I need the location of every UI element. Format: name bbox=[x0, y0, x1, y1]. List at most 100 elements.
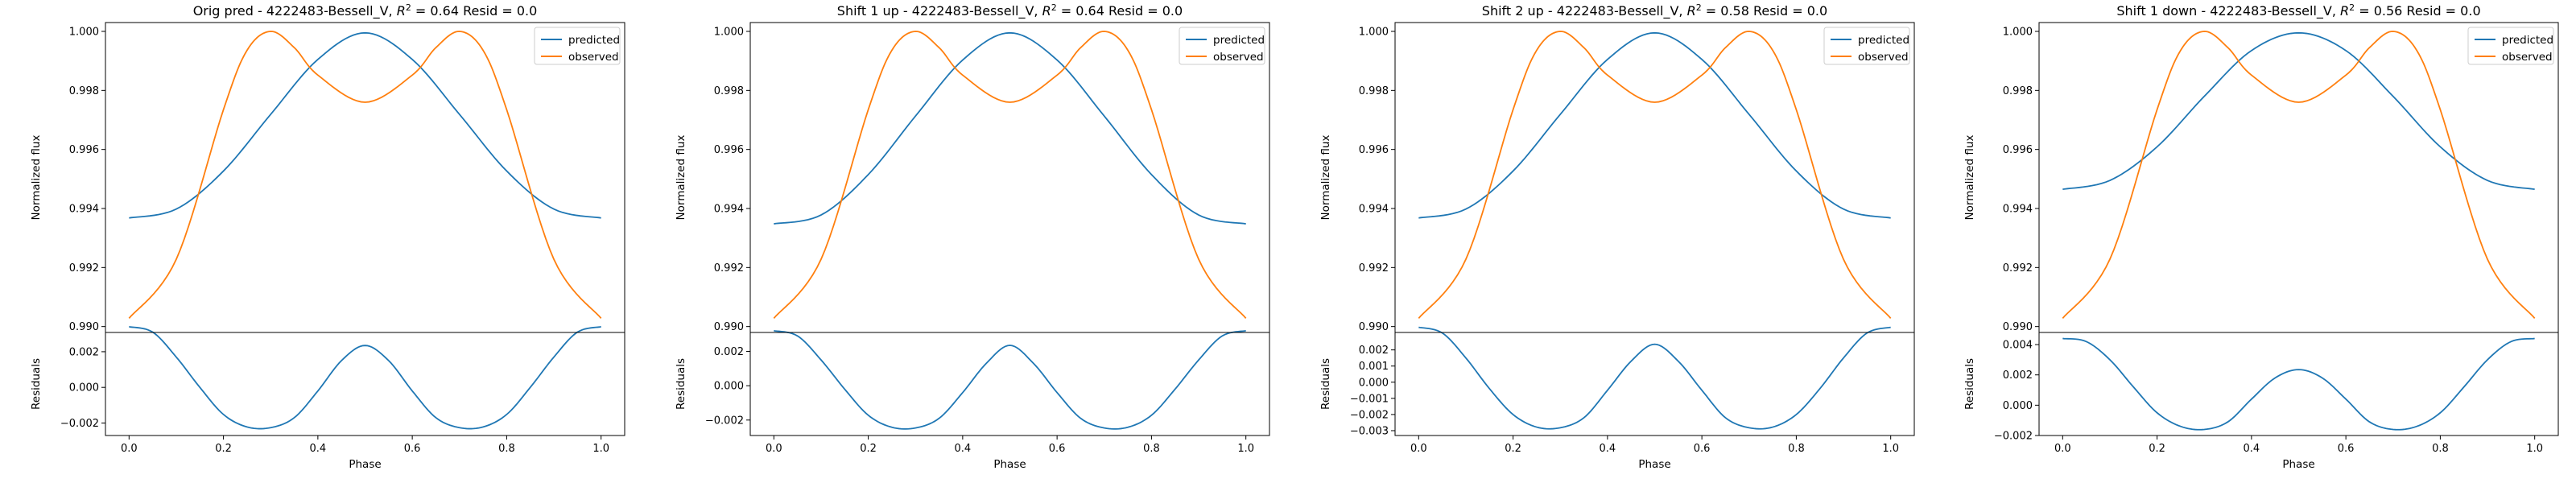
legend-label-observed: observed bbox=[1213, 51, 1264, 64]
title-r2-eq: = bbox=[1057, 3, 1076, 19]
flux-axes: 0.990 0.992 0.994 0.996 0.998 1.000 Normalized… bbox=[675, 22, 1270, 333]
y-tick-label: 0.996 bbox=[714, 144, 744, 156]
x-tick-label: 0.0 bbox=[2054, 443, 2071, 455]
x-tick-label: 0.2 bbox=[2149, 443, 2165, 455]
y-tick-label: 0.002 bbox=[69, 346, 99, 358]
x-tick-label: 1.0 bbox=[1882, 443, 1899, 455]
y-axis-label: Residuals bbox=[675, 358, 687, 410]
y-tick-label: 0.000 bbox=[69, 382, 99, 394]
subplot-2: Shift 1 up - 4222483-Bessell_V, R2 = 0.6… bbox=[675, 2, 1270, 471]
x-tick-label: 0.4 bbox=[955, 443, 972, 455]
y-tick-label: 0.001 bbox=[1359, 361, 1389, 373]
title-r-symbol: R bbox=[397, 3, 406, 19]
x-tick-label: 0.4 bbox=[1600, 443, 1616, 455]
y-tick-label: −0.002 bbox=[1994, 431, 2033, 443]
y-tick-label: 1.000 bbox=[1359, 27, 1389, 39]
y-tick-label: 0.996 bbox=[1359, 144, 1389, 156]
x-tick-label: 1.0 bbox=[1237, 443, 1254, 455]
title-r2-value: 0.64 bbox=[1075, 3, 1104, 19]
legend-box bbox=[2467, 27, 2554, 65]
x-tick-label: 1.0 bbox=[2526, 443, 2543, 455]
legend-box bbox=[1179, 27, 1265, 65]
flux-axes-frame bbox=[749, 22, 1270, 333]
legend-label-observed: observed bbox=[1858, 51, 1909, 64]
title-r-symbol: R bbox=[2340, 3, 2349, 19]
y-axis-label: Normalized flux bbox=[675, 135, 687, 221]
title-r-exponent: 2 bbox=[1696, 2, 1702, 13]
x-axis-label: Phase bbox=[349, 458, 381, 471]
y-axis-label: Normalized flux bbox=[1319, 135, 1332, 221]
title-prefix: Shift 1 up - 4222483-Bessell_V, bbox=[837, 3, 1042, 19]
series-line-observed bbox=[773, 31, 1247, 319]
series-line-observed bbox=[2062, 31, 2536, 319]
x-tick-label: 0.4 bbox=[310, 443, 327, 455]
series-line-residual bbox=[2062, 337, 2535, 431]
y-tick-label: 0.994 bbox=[714, 204, 744, 216]
flux-axes: 0.990 0.992 0.994 0.996 0.998 1.000 Normalized… bbox=[1963, 22, 2559, 333]
y-axis-label: Normalized flux bbox=[30, 135, 43, 221]
legend: predicted observed bbox=[534, 27, 621, 65]
legend-label-predicted: predicted bbox=[1213, 34, 1265, 47]
y-axis-label: Residuals bbox=[1963, 358, 1976, 410]
chart-title: Shift 1 down - 4222483-Bessell_V, R2 = 0… bbox=[2116, 2, 2480, 20]
residual-axes-frame bbox=[749, 332, 1270, 436]
y-tick-label: 0.996 bbox=[2003, 144, 2033, 156]
y-tick-label: 0.000 bbox=[714, 381, 744, 393]
y-tick-label: 0.994 bbox=[2003, 204, 2033, 216]
residual-axes: −0.003 −0.002 −0.001 0.000 0.001 0.002 0.0 0.2 0… bbox=[1319, 326, 1915, 471]
y-tick-label: 0.990 bbox=[714, 321, 744, 333]
y-tick-label: 0.990 bbox=[1359, 321, 1389, 333]
y-axis-label: Normalized flux bbox=[1963, 135, 1976, 221]
residual-axes: −0.002 0.000 0.002 0.004 0.0 0.2 0.4 0.6 0.8 1.0 R… bbox=[1963, 332, 2559, 471]
x-axis-label: Phase bbox=[2282, 458, 2314, 471]
flux-axes-frame bbox=[105, 22, 625, 333]
x-tick-label: 0.8 bbox=[1788, 443, 1805, 455]
y-tick-label: 0.992 bbox=[1359, 262, 1389, 275]
title-prefix: Shift 1 down - 4222483-Bessell_V, bbox=[2116, 3, 2340, 19]
chart-title: Shift 2 up - 4222483-Bessell_V, R2 = 0.5… bbox=[1482, 2, 1827, 20]
y-tick-label: 0.998 bbox=[69, 85, 99, 97]
series-line-predicted bbox=[1418, 31, 1891, 219]
legend: predicted observed bbox=[1179, 27, 1265, 65]
flux-axes: 0.990 0.992 0.994 0.996 0.998 1.000 Normalized… bbox=[1319, 22, 1915, 333]
title-r2-eq: = bbox=[2355, 3, 2374, 19]
title-r-symbol: R bbox=[1687, 3, 1696, 19]
subplot-3: Shift 2 up - 4222483-Bessell_V, R2 = 0.5… bbox=[1319, 2, 1915, 471]
series-line-observed bbox=[128, 31, 602, 319]
series-line-observed bbox=[1418, 31, 1892, 319]
y-tick-label: 0.990 bbox=[2003, 321, 2033, 333]
y-tick-label: 0.992 bbox=[2003, 262, 2033, 275]
subplot-1: Orig pred - 4222483-Bessell_V, R2 = 0.64… bbox=[30, 2, 625, 471]
legend: predicted observed bbox=[2467, 27, 2554, 65]
x-tick-label: 1.0 bbox=[592, 443, 609, 455]
y-tick-label: 0.994 bbox=[1359, 204, 1389, 216]
title-r-exponent: 2 bbox=[1051, 2, 1057, 13]
y-axis-label: Residuals bbox=[1319, 358, 1332, 410]
y-tick-label: 0.990 bbox=[69, 321, 99, 333]
y-tick-label: 0.998 bbox=[2003, 85, 2033, 97]
residual-axes-frame bbox=[2038, 332, 2559, 436]
x-tick-label: 0.2 bbox=[215, 443, 232, 455]
series-line-residual bbox=[129, 326, 601, 430]
title-suffix: Resid = 0.0 bbox=[1104, 3, 1183, 19]
legend-box bbox=[534, 27, 621, 65]
x-tick-label: 0.2 bbox=[1505, 443, 1521, 455]
x-tick-label: 0.6 bbox=[2338, 443, 2355, 455]
legend-label-predicted: predicted bbox=[2502, 34, 2553, 47]
series-line-predicted bbox=[129, 31, 601, 219]
chart-title: Shift 1 up - 4222483-Bessell_V, R2 = 0.6… bbox=[837, 2, 1183, 20]
x-tick-label: 0.6 bbox=[1049, 443, 1066, 455]
title-suffix: Resid = 0.0 bbox=[2402, 3, 2480, 19]
x-tick-label: 0.6 bbox=[1694, 443, 1711, 455]
series-line-residual bbox=[1418, 326, 1891, 430]
y-tick-label: 0.994 bbox=[69, 204, 99, 216]
chart-title: Orig pred - 4222483-Bessell_V, R2 = 0.64… bbox=[193, 2, 538, 20]
legend-label-predicted: predicted bbox=[568, 34, 620, 47]
legend: predicted observed bbox=[1823, 27, 1910, 65]
title-suffix: Resid = 0.0 bbox=[459, 3, 537, 19]
legend-label-predicted: predicted bbox=[1858, 34, 1909, 47]
y-tick-label: −0.002 bbox=[705, 415, 744, 427]
title-prefix: Orig pred - 4222483-Bessell_V, bbox=[193, 3, 397, 19]
y-tick-label: 1.000 bbox=[714, 27, 744, 39]
subplot-4: Shift 1 down - 4222483-Bessell_V, R2 = 0… bbox=[1963, 2, 2559, 471]
